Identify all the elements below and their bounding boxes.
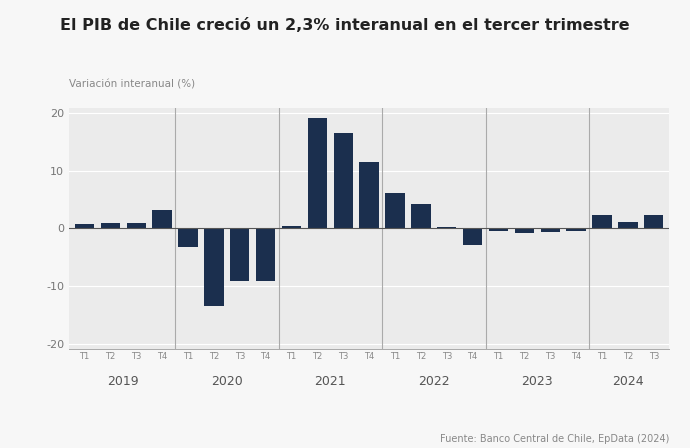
- Bar: [126, 223, 146, 228]
- Bar: [515, 228, 534, 233]
- Bar: [204, 228, 224, 306]
- Bar: [592, 215, 612, 228]
- Bar: [101, 223, 120, 228]
- Text: 2019: 2019: [108, 375, 139, 388]
- Bar: [385, 193, 405, 228]
- Bar: [411, 204, 431, 228]
- Bar: [75, 224, 95, 228]
- Bar: [152, 210, 172, 228]
- Text: 2022: 2022: [418, 375, 450, 388]
- Bar: [644, 215, 664, 228]
- Bar: [230, 228, 250, 281]
- Text: 2024: 2024: [612, 375, 644, 388]
- Bar: [566, 228, 586, 231]
- Text: 2021: 2021: [315, 375, 346, 388]
- Text: Variación interanual (%): Variación interanual (%): [69, 80, 195, 90]
- Bar: [333, 134, 353, 228]
- Bar: [256, 228, 275, 281]
- Bar: [463, 228, 482, 245]
- Bar: [178, 228, 198, 247]
- Bar: [540, 228, 560, 232]
- Text: Fuente: Banco Central de Chile, EpData (2024): Fuente: Banco Central de Chile, EpData (…: [440, 434, 669, 444]
- Text: 2020: 2020: [211, 375, 243, 388]
- Bar: [437, 227, 457, 228]
- Text: El PIB de Chile creció un 2,3% interanual en el tercer trimestre: El PIB de Chile creció un 2,3% interanua…: [60, 18, 630, 33]
- Bar: [489, 228, 509, 231]
- Bar: [282, 226, 302, 228]
- Text: 2023: 2023: [522, 375, 553, 388]
- Bar: [308, 118, 327, 228]
- Bar: [359, 162, 379, 228]
- Bar: [618, 222, 638, 228]
